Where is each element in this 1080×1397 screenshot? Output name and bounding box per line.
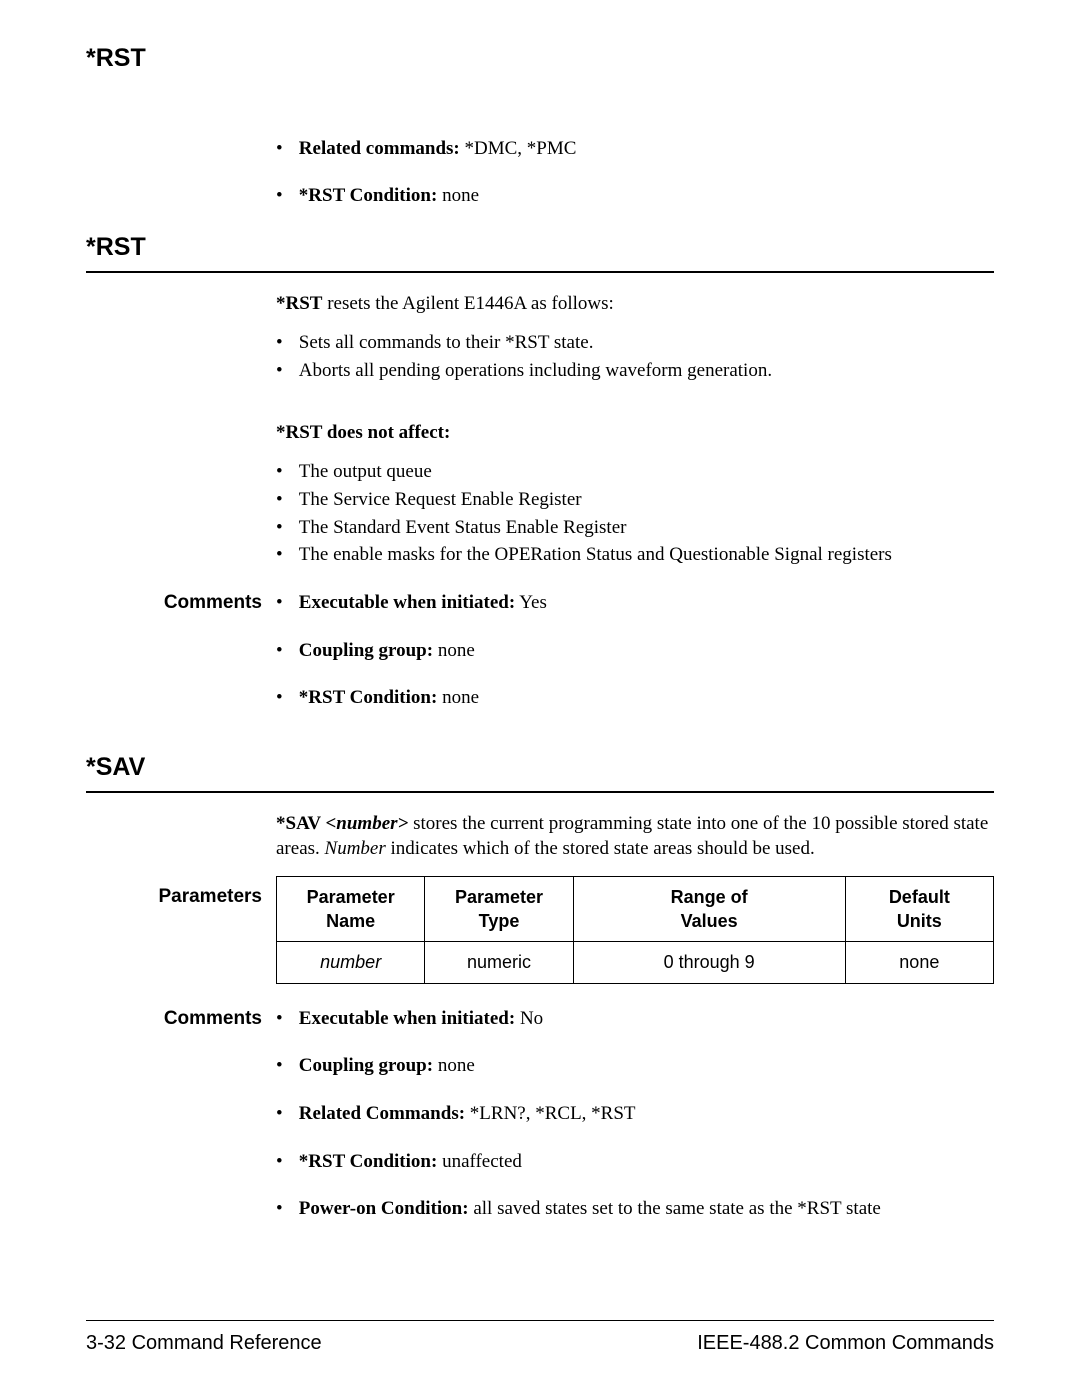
list-item: Executable when initiated: Yes — [276, 590, 994, 616]
sav-comments-row: Comments Executable when initiated: No C… — [86, 1006, 994, 1244]
header-line: Units — [897, 911, 942, 931]
bullet-value: none — [437, 687, 479, 708]
col-header-default: Default Units — [845, 876, 993, 942]
bullet-label: Coupling group: — [299, 1055, 433, 1076]
bullet-label: Executable when initiated: — [299, 592, 515, 613]
parameters-label: Parameters — [86, 876, 276, 910]
bullet-value: all saved states set to the same state a… — [469, 1198, 881, 1219]
comments-label: Comments — [86, 590, 276, 616]
list-item: Related commands: *DMC, *PMC — [276, 136, 994, 162]
bullet-value: none — [433, 640, 475, 661]
footer-rule — [86, 1320, 994, 1321]
header-line: Type — [479, 911, 520, 931]
col-header-name: Parameter Name — [277, 876, 425, 942]
page-header-title: *RST — [86, 42, 994, 76]
header-line: Parameter — [455, 887, 543, 907]
header-line: Values — [681, 911, 738, 931]
list-item: *RST Condition: none — [276, 183, 994, 209]
list-item: Coupling group: none — [276, 638, 994, 664]
bullet-label: *RST Condition: — [299, 185, 438, 206]
sav-intro-number: <number> — [325, 813, 408, 834]
rst-comments-list: Executable when initiated: Yes Coupling … — [276, 590, 994, 733]
list-item: Power-on Condition: all saved states set… — [276, 1196, 994, 1222]
parameters-table: Parameter Name Parameter Type Range of V… — [276, 876, 994, 984]
list-item: Sets all commands to their *RST state. — [276, 330, 994, 356]
col-header-type: Parameter Type — [425, 876, 573, 942]
list-item: *RST Condition: none — [276, 685, 994, 711]
rst-effects-list: Sets all commands to their *RST state. A… — [276, 330, 994, 383]
list-item: *RST Condition: unaffected — [276, 1149, 994, 1175]
sav-parameters-row: Parameters Parameter Name Parameter Type… — [86, 876, 994, 984]
header-line: Parameter — [307, 887, 395, 907]
section-heading-rst: *RST — [86, 231, 994, 273]
cell-default: none — [845, 942, 993, 983]
list-item: The Service Request Enable Register — [276, 487, 994, 513]
cell-range: 0 through 9 — [573, 942, 845, 983]
header-line: Range of — [671, 887, 748, 907]
cell-name: number — [277, 942, 425, 983]
rst-comments-row: Comments Executable when initiated: Yes … — [86, 590, 994, 733]
bullet-label: Executable when initiated: — [299, 1008, 515, 1029]
sav-comments-list: Executable when initiated: No Coupling g… — [276, 1006, 994, 1244]
bullet-value: none — [437, 185, 479, 206]
list-item: Coupling group: none — [276, 1053, 994, 1079]
cell-type: numeric — [425, 942, 573, 983]
sav-intro: *SAV <number> stores the current program… — [276, 811, 994, 862]
bullet-value: none — [433, 1055, 475, 1076]
list-item: The output queue — [276, 459, 994, 485]
list-item: Related Commands: *LRN?, *RCL, *RST — [276, 1101, 994, 1127]
sav-intro-rest2: indicates which of the stored state area… — [386, 838, 815, 859]
header-line: Default — [889, 887, 950, 907]
list-item: The Standard Event Status Enable Registe… — [276, 515, 994, 541]
bullet-value: No — [515, 1008, 543, 1029]
rst-not-affect-heading: *RST does not affect: — [276, 420, 994, 446]
bullet-value: *LRN?, *RCL, *RST — [465, 1103, 635, 1124]
bullet-value: *DMC, *PMC — [460, 138, 577, 159]
section-heading-sav: *SAV — [86, 751, 994, 793]
rst-intro-rest: resets the Agilent E1446A as follows: — [322, 293, 613, 314]
bullet-label: *RST Condition: — [299, 687, 438, 708]
comments-label: Comments — [86, 1006, 276, 1032]
footer-left: 3-32 Command Reference — [86, 1330, 322, 1357]
table-header-row: Parameter Name Parameter Type Range of V… — [277, 876, 994, 942]
bullet-label: *RST Condition: — [299, 1151, 438, 1172]
rst-intro-bold: *RST — [276, 293, 322, 314]
top-related-list: Related commands: *DMC, *PMC *RST Condit… — [276, 136, 994, 209]
list-item: Aborts all pending operations including … — [276, 358, 994, 384]
rst-not-affect-list: The output queue The Service Request Ena… — [276, 459, 994, 568]
bullet-label: Related commands: — [299, 138, 460, 159]
table-row: number numeric 0 through 9 none — [277, 942, 994, 983]
bullet-label: Related Commands: — [299, 1103, 465, 1124]
bullet-value: unaffected — [437, 1151, 522, 1172]
list-item: The enable masks for the OPERation Statu… — [276, 542, 994, 568]
rst-intro: *RST resets the Agilent E1446A as follow… — [276, 291, 994, 317]
footer-right: IEEE-488.2 Common Commands — [697, 1330, 994, 1357]
bullet-value: Yes — [515, 592, 547, 613]
header-line: Name — [326, 911, 375, 931]
page-footer: 3-32 Command Reference IEEE-488.2 Common… — [86, 1330, 994, 1357]
col-header-range: Range of Values — [573, 876, 845, 942]
list-item: Executable when initiated: No — [276, 1006, 994, 1032]
bullet-label: Coupling group: — [299, 640, 433, 661]
sav-intro-bold: *SAV — [276, 813, 325, 834]
sav-intro-number2: Number — [325, 838, 386, 859]
bullet-label: Power-on Condition: — [299, 1198, 469, 1219]
